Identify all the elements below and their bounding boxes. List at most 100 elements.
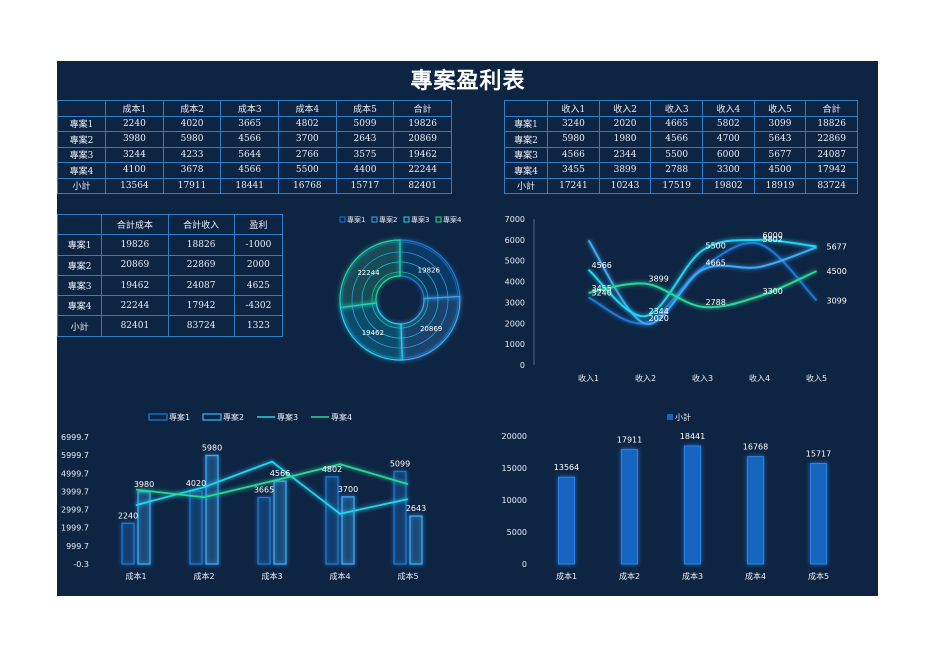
point-label: 6000 bbox=[763, 231, 783, 240]
bar-series-2 bbox=[137, 491, 151, 565]
cost-table-cell: 4400 bbox=[335, 162, 395, 179]
profit-table-row: 小計 82401 83724 1323 bbox=[56, 315, 284, 337]
point-label: 4566 bbox=[592, 261, 612, 270]
donut-ring-4 bbox=[371, 271, 429, 329]
legend-swatch-0 bbox=[339, 216, 346, 223]
bar-label: 13564 bbox=[554, 463, 579, 472]
cost-table-row: 專案1 2240 4020 3665 4802 5099 19826 bbox=[56, 115, 452, 132]
bar-label: 5980 bbox=[202, 444, 222, 453]
line-series-4 bbox=[135, 463, 409, 499]
x-tick-label: 成本2 bbox=[619, 571, 640, 581]
bar-subtotal bbox=[810, 463, 827, 565]
y-tick-label: 999.7 bbox=[66, 542, 89, 551]
profit-table-row: 專案4 22244 17942 -4302 bbox=[56, 295, 284, 317]
profit-table-cell: 82401 bbox=[101, 315, 169, 337]
cost-table-row: 專案3 3244 4233 5644 2766 3575 19462 bbox=[56, 146, 452, 163]
point-label: 5802 bbox=[763, 235, 783, 244]
y-tick-label: 6000 bbox=[505, 236, 525, 245]
bar-series-1 bbox=[189, 490, 203, 565]
legend-label-1: 專案2 bbox=[223, 412, 244, 422]
profit-table-row: 專案1 19826 18826 -1000 bbox=[56, 234, 284, 256]
revenue-table-cell: 4566 bbox=[650, 131, 704, 148]
revenue-table-cell: 83724 bbox=[805, 177, 858, 194]
cost-table-cell: 5644 bbox=[220, 146, 280, 163]
revenue-table-cell: 專案3 bbox=[503, 146, 549, 163]
cost-table-row: 專案4 4100 3678 4566 5500 4400 22244 bbox=[56, 162, 452, 179]
revenue-table-cell: 小計 bbox=[503, 177, 549, 194]
cost-table-cell: 4566 bbox=[220, 162, 280, 179]
revenue-table-header-cell: 收入4 bbox=[702, 100, 755, 117]
x-tick-label: 成本1 bbox=[556, 571, 577, 581]
revenue-table-cell: 4665 bbox=[650, 115, 704, 132]
profit-table-cell: -1000 bbox=[233, 234, 284, 256]
cost-table-cell: 3700 bbox=[278, 131, 337, 148]
point-label: 4665 bbox=[706, 259, 726, 268]
revenue-table-cell: 17241 bbox=[547, 177, 600, 194]
revenue-table-cell: 2788 bbox=[650, 162, 704, 179]
profit-table-row: 專案2 20869 22869 2000 bbox=[56, 254, 284, 276]
revenue-table-cell: 3099 bbox=[753, 115, 807, 132]
point-label: 3899 bbox=[649, 275, 669, 284]
profit-table-header-row: 合計成本 合計收入 盈利 bbox=[56, 213, 284, 236]
bar-label: 3700 bbox=[338, 485, 358, 494]
bar-label: 2240 bbox=[118, 511, 138, 520]
x-tick-label: 成本5 bbox=[808, 571, 829, 581]
donut-ring-1 bbox=[341, 241, 459, 359]
revenue-table-cell: 10243 bbox=[598, 177, 652, 194]
cost-table-cell: 16768 bbox=[278, 177, 337, 194]
legend-label-3: 專案4 bbox=[443, 215, 462, 224]
cost-table-cell: 5099 bbox=[335, 115, 395, 132]
revenue-table-cell: 19802 bbox=[702, 177, 755, 194]
cost-table-row: 小計 13564 17911 18441 16768 15717 82401 bbox=[56, 177, 452, 194]
legend-label-3: 專案4 bbox=[331, 412, 352, 422]
cost-table-cell: 2766 bbox=[278, 146, 337, 163]
revenue-table-cell: 4566 bbox=[547, 146, 600, 163]
cost-table-cell: 15717 bbox=[335, 177, 395, 194]
point-label: 5677 bbox=[827, 243, 847, 252]
revenue-table-header-cell: 收入3 bbox=[650, 100, 704, 117]
profit-table-cell: 22869 bbox=[167, 254, 235, 276]
point-label: 2788 bbox=[706, 298, 726, 307]
x-tick-label: 成本5 bbox=[397, 571, 418, 581]
y-tick-label: 5000 bbox=[505, 257, 525, 266]
revenue-table-cell: 5643 bbox=[753, 131, 807, 148]
revenue-table-row: 小計 17241 10243 17519 19802 18919 83724 bbox=[503, 177, 858, 194]
cost-table-cell: 4233 bbox=[162, 146, 222, 163]
cost-table-cell: 20869 bbox=[393, 131, 452, 148]
revenue-table-cell: 6000 bbox=[702, 146, 755, 163]
subtotal-bar-chart: 小計 0 5000 10000 15000 20000 成本1 成本2 成本3 成本4 成本5 135… bbox=[502, 412, 832, 581]
cost-table-cell: 5980 bbox=[162, 131, 222, 148]
x-tick-label: 收入1 bbox=[578, 373, 599, 383]
bar-subtotal bbox=[747, 456, 764, 565]
cost-table-header-row: 成本1 成本2 成本3 成本4 成本5 合計 bbox=[56, 100, 452, 117]
bar-subtotal bbox=[558, 476, 575, 565]
x-tick-label: 成本1 bbox=[125, 571, 146, 581]
cost-table-header-cell: 成本3 bbox=[220, 100, 280, 117]
donut-label-3: 19462 bbox=[362, 329, 384, 337]
revenue-table-row: 專案1 3240 2020 4665 5802 3099 18826 bbox=[503, 115, 858, 132]
cost-table-cell: 19826 bbox=[393, 115, 452, 132]
y-tick-label: -0.3 bbox=[73, 560, 89, 569]
cost-table-cell: 4100 bbox=[105, 162, 164, 179]
donut-ring-3 bbox=[361, 261, 439, 339]
x-tick-label: 成本3 bbox=[261, 571, 282, 581]
revenue-table: 收入1 收入2 收入3 收入4 收入5 合計 專案1 3240 2020 4665 5802 3099… bbox=[503, 100, 858, 194]
profit-table-cell: 17942 bbox=[167, 295, 235, 317]
cost-table-cell: 3575 bbox=[335, 146, 395, 163]
bar-label: 2643 bbox=[406, 504, 426, 513]
revenue-table-header-cell: 收入2 bbox=[598, 100, 652, 117]
cost-table-cell: 4020 bbox=[162, 115, 222, 132]
y-tick-label: 5999.7 bbox=[61, 451, 89, 460]
bar-label: 5099 bbox=[390, 459, 410, 468]
profit-table-cell: 19462 bbox=[101, 274, 169, 297]
line-series-3 bbox=[587, 238, 817, 318]
revenue-table-cell: 3300 bbox=[702, 162, 755, 179]
cost-table-cell: 3244 bbox=[105, 146, 164, 163]
revenue-table-cell: 18826 bbox=[805, 115, 858, 132]
point-label: 4500 bbox=[827, 267, 847, 276]
revenue-table-cell: 3899 bbox=[598, 162, 652, 179]
x-tick-label: 成本3 bbox=[682, 571, 703, 581]
cost-table-cell: 3678 bbox=[162, 162, 222, 179]
cost-table-cell: 3980 bbox=[105, 131, 164, 148]
donut-label-1: 19826 bbox=[418, 266, 441, 274]
